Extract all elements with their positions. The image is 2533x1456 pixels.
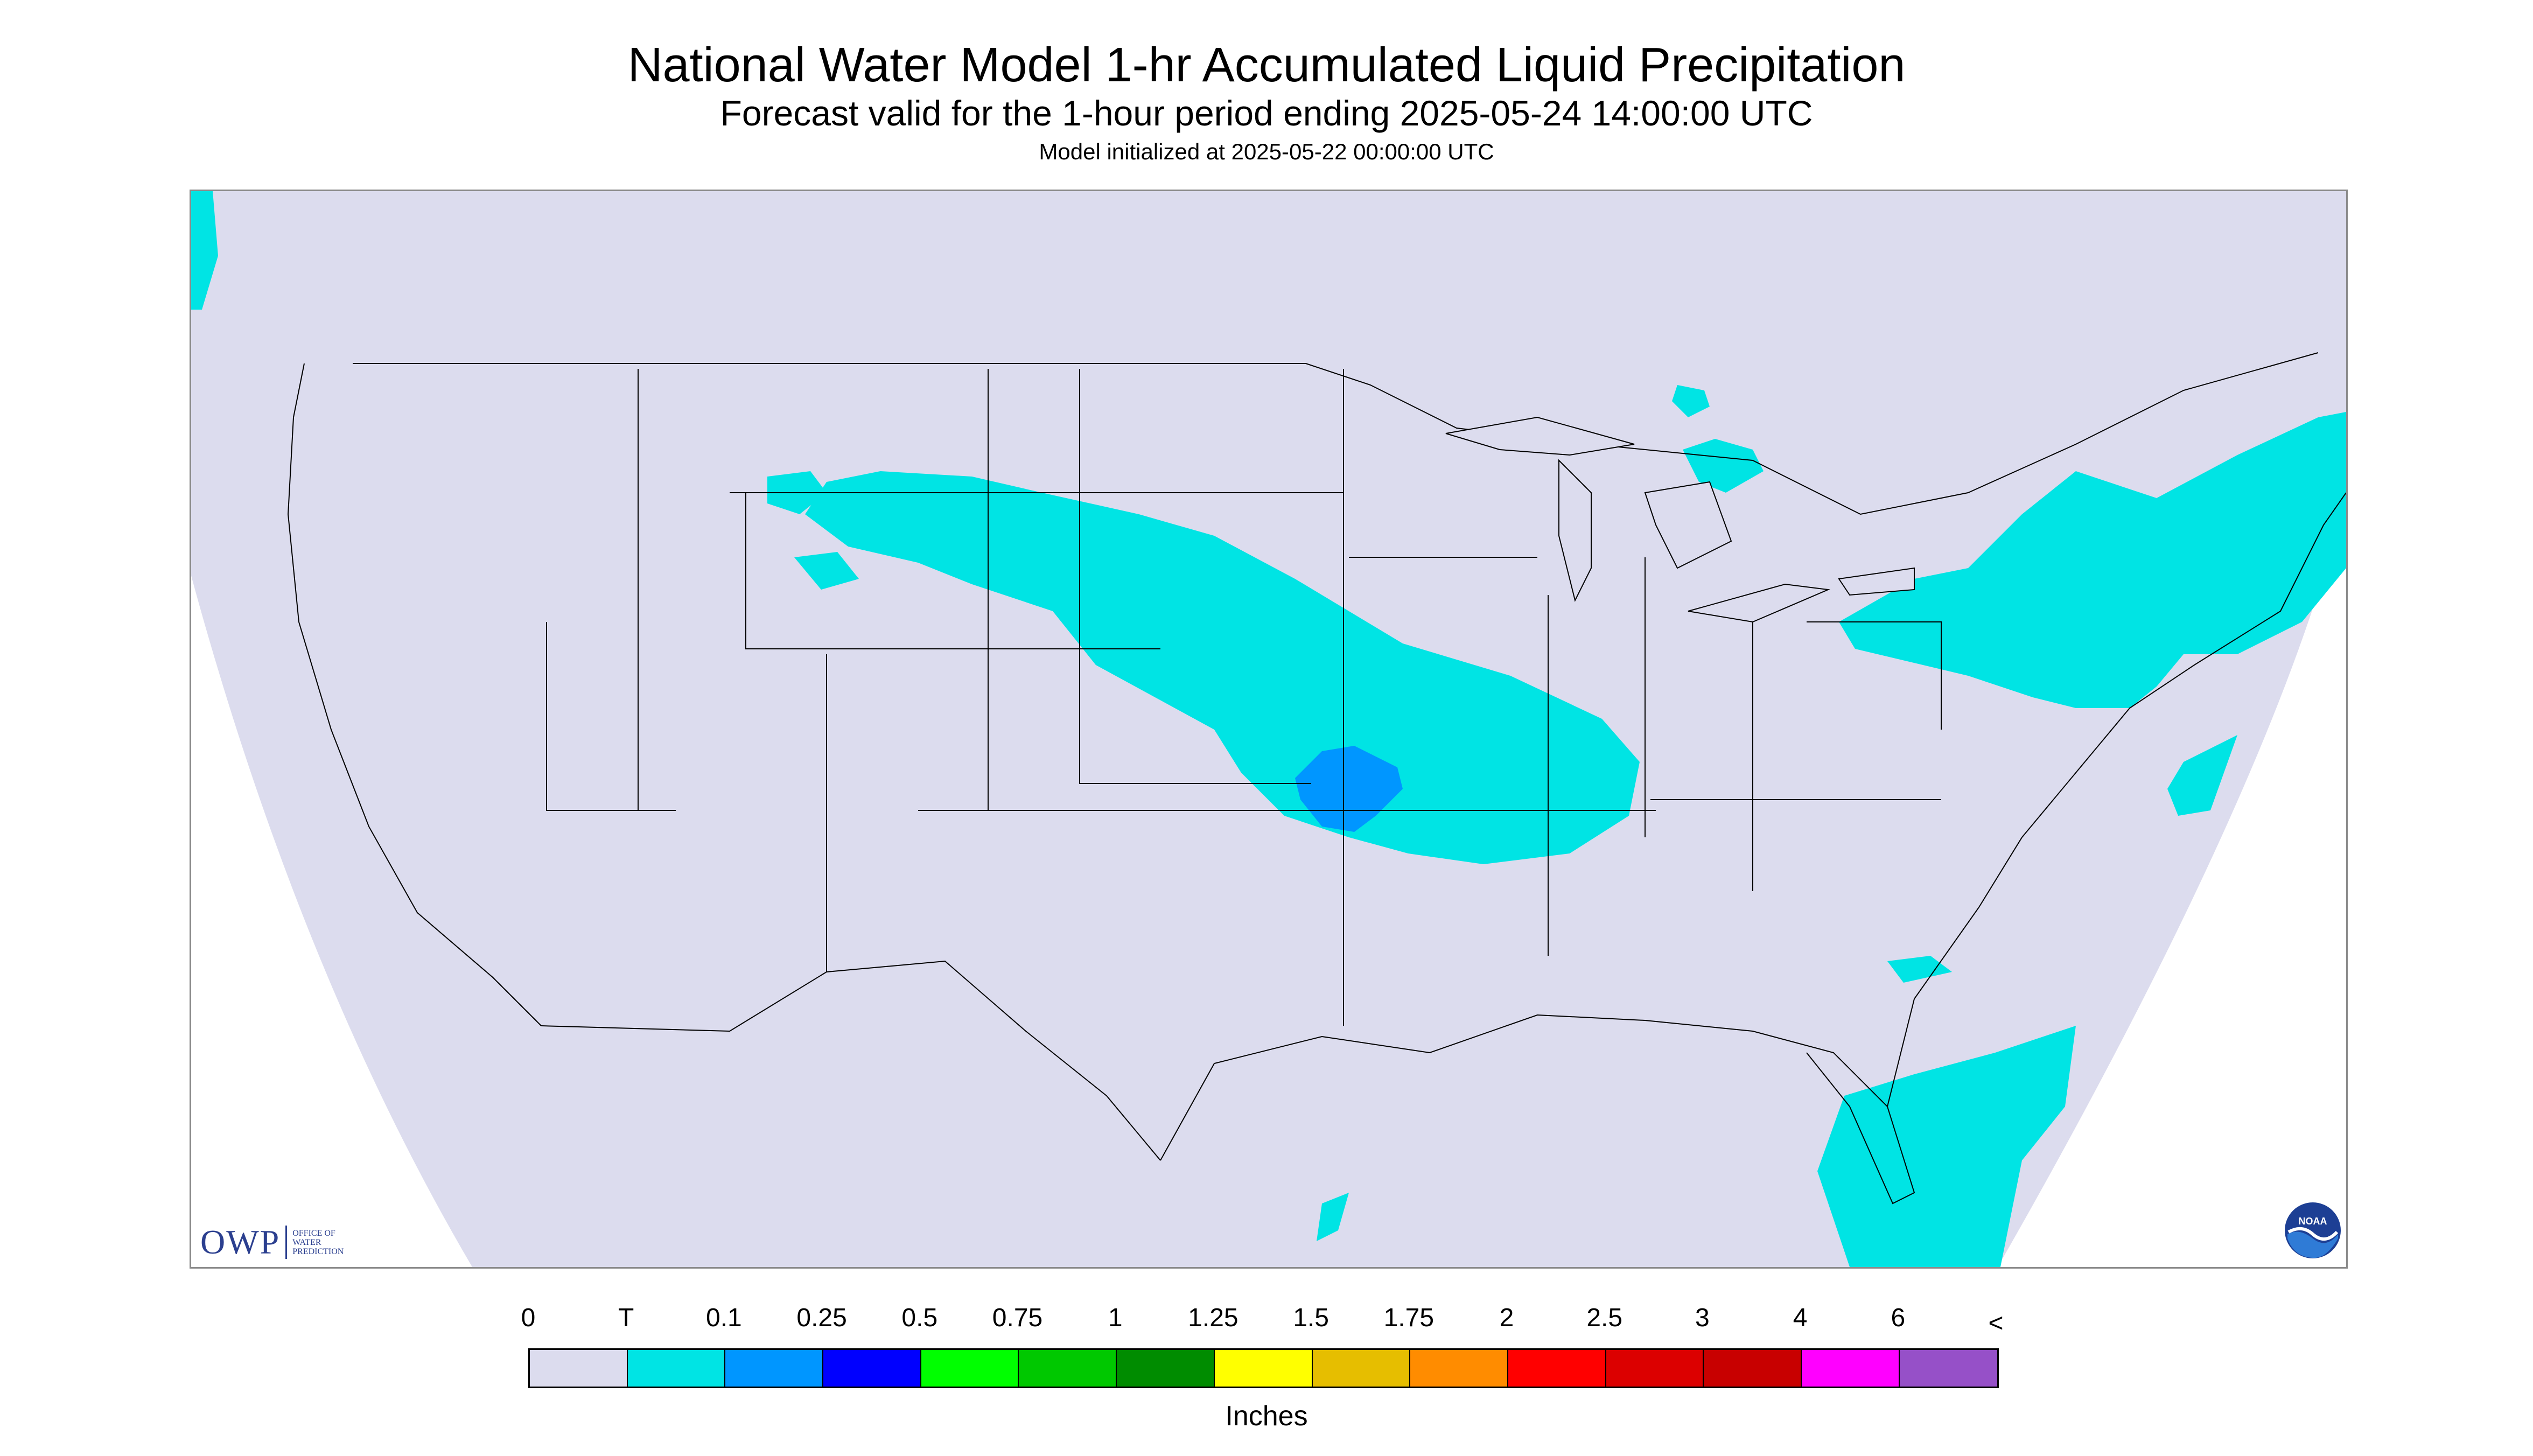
legend-colorbar xyxy=(528,1348,1999,1388)
legend-tick-label: < xyxy=(1988,1309,2004,1338)
legend-tick-label: 4 xyxy=(1793,1304,1808,1332)
legend-tick-label: 0.75 xyxy=(992,1304,1043,1332)
precip-area-gulf xyxy=(1317,1193,1349,1241)
owp-line-3: PREDICTION xyxy=(292,1247,344,1256)
legend-swatch xyxy=(1019,1350,1117,1387)
map-title: National Water Model 1-hr Accumulated Li… xyxy=(627,38,1906,92)
precip-area-atlantic-2 xyxy=(1887,956,1952,983)
precip-area-florida xyxy=(1817,1026,2076,1267)
owp-line-2: WATER xyxy=(292,1237,321,1247)
precipitation-map xyxy=(190,190,2348,1269)
legend-swatch xyxy=(921,1350,1019,1387)
legend-swatch xyxy=(627,1350,726,1387)
precip-area-pacific-nw xyxy=(191,191,218,310)
legend-swatch xyxy=(1410,1350,1508,1387)
legend-tick-label: 0 xyxy=(521,1304,536,1332)
legend-tick-label: 1 xyxy=(1108,1304,1123,1332)
precip-area-plains xyxy=(805,471,1640,864)
precip-area-atlantic xyxy=(2167,735,2237,816)
legend-swatch xyxy=(1801,1350,1900,1387)
legend-tick-label: T xyxy=(618,1304,634,1332)
owp-logo-divider xyxy=(285,1226,288,1259)
legend-tick-label: 3 xyxy=(1695,1304,1710,1332)
legend-swatch xyxy=(530,1350,628,1387)
legend-tick-label: 1.5 xyxy=(1293,1304,1329,1332)
legend-swatch xyxy=(1214,1350,1313,1387)
owp-abbrev: OWP xyxy=(200,1223,281,1261)
legend-swatch xyxy=(1606,1350,1704,1387)
legend-swatch xyxy=(1117,1350,1215,1387)
legend-swatch xyxy=(823,1350,921,1387)
legend-ticks: 0 T 0.1 0.25 0.5 0.75 1 1.25 1.5 1.75 2 2.5 3 4 6 < xyxy=(0,1303,2533,1341)
legend-tick-label: 2.5 xyxy=(1586,1304,1623,1332)
noaa-logo: NOAA xyxy=(2285,1202,2341,1258)
great-lakes xyxy=(1445,416,1915,623)
precip-area-canada xyxy=(1672,385,1710,417)
legend-swatch xyxy=(1312,1350,1411,1387)
legend-tick-label: 1.75 xyxy=(1383,1304,1435,1332)
precip-area-ontario xyxy=(1683,439,1764,493)
noaa-logo-text: NOAA xyxy=(2299,1216,2327,1227)
precip-area-northeast xyxy=(1839,412,2346,708)
legend-units: Inches xyxy=(1225,1401,1308,1432)
legend-tick-label: 6 xyxy=(1891,1304,1906,1332)
owp-logo: OWP OFFICE OF WATER PREDICTION xyxy=(200,1222,344,1262)
legend-swatch xyxy=(1508,1350,1606,1387)
legend-swatch xyxy=(725,1350,824,1387)
legend-swatch xyxy=(1899,1350,1998,1387)
map-subtitle: Forecast valid for the 1-hour period end… xyxy=(720,93,1813,133)
map-borders xyxy=(287,352,2346,1205)
legend-swatch xyxy=(1704,1350,1802,1387)
legend-tick-label: 0.25 xyxy=(796,1304,847,1332)
owp-line-1: OFFICE OF xyxy=(292,1228,335,1238)
precip-area-colorado xyxy=(794,552,859,590)
model-init-text: Model initialized at 2025-05-22 00:00:00… xyxy=(1039,139,1494,164)
legend-tick-label: 1.25 xyxy=(1188,1304,1238,1332)
legend-tick-label: 0.5 xyxy=(901,1304,938,1332)
legend-tick-label: 0.1 xyxy=(706,1304,742,1332)
legend-tick-label: 2 xyxy=(1499,1304,1514,1332)
